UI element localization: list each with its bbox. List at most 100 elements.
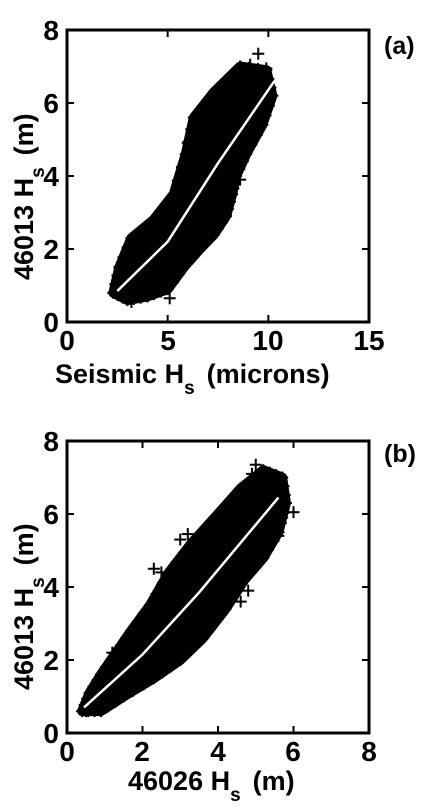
panel-b-edge-marker <box>263 466 276 479</box>
panel-b-outlier-marker <box>106 646 119 659</box>
panel-a-outlier-marker <box>195 213 208 226</box>
panel-a-x-axis-label: Seismic Hs (microns) <box>55 359 330 399</box>
panel-a-edge-marker <box>188 249 201 262</box>
panel-b-edge-marker <box>178 546 191 559</box>
panel-a-edge-marker <box>225 68 238 81</box>
panel-a-outlier-marker <box>205 217 218 230</box>
panel-b-edge-marker <box>250 559 263 572</box>
panel-b-edge-marker <box>156 666 169 679</box>
panel-a-edge-marker <box>154 205 167 218</box>
panel-a-edge-marker <box>259 109 272 122</box>
panel-a-xtick-0: 0 <box>59 325 75 356</box>
panel-a-ylabel-main: 46013 H <box>9 178 39 280</box>
panel-b-edge-marker <box>185 537 198 550</box>
panel-a-edge-marker <box>187 111 200 124</box>
panel-a-edge-marker <box>216 77 229 90</box>
panel-a-edge-marker <box>111 269 124 282</box>
panel-b-edge-marker <box>257 551 270 564</box>
panel-b-tick-marks <box>66 440 370 734</box>
panel-a-edge-marker <box>177 261 190 274</box>
panel-a-edge-marker <box>141 290 154 303</box>
panel-b-outlier-marker <box>234 595 247 608</box>
panel-a-edge-marker <box>154 285 167 298</box>
panel-b-outlier-marker <box>268 489 281 502</box>
panel-b-xtick-6: 6 <box>285 736 301 767</box>
panel-a-outlier-marker <box>234 173 247 186</box>
panel-a-outlier-marker <box>222 188 235 201</box>
panel-a-ytick-2: 2 <box>43 234 59 265</box>
panel-a-outlier-marker <box>236 148 249 161</box>
panel-b-edge-marker <box>83 686 96 699</box>
panel-b-xlabel-sub: s <box>230 785 241 806</box>
panel-a-edge-marker <box>179 148 192 161</box>
panel-b-outlier-marker <box>181 528 194 541</box>
panel-b: 0 2 4 6 8 0 2 4 6 8 46026 Hs (m) 46013 Hs… <box>9 426 416 806</box>
panel-b-edge-marker <box>156 576 169 589</box>
panel-b-edge-marker <box>270 469 283 482</box>
panel-a-edge-marker <box>193 243 206 255</box>
panel-a-edge-marker <box>221 203 234 216</box>
panel-b-edge-marker <box>81 692 94 705</box>
panel-b-outlier-marker <box>219 526 232 539</box>
panel-b-edge-marker <box>165 660 178 673</box>
panel-b-edge-marker <box>150 588 163 601</box>
panel-a-edge-marker <box>172 268 185 281</box>
panel-b-edge-marker <box>212 508 224 520</box>
panel-b-outlier-marker <box>170 650 183 663</box>
panel-a-ytick-6: 6 <box>43 88 59 119</box>
panel-a-label: (a) <box>384 32 415 60</box>
panel-b-outlier-marker <box>276 511 289 524</box>
panel-a-ylabel-unit: (m) <box>9 113 39 155</box>
panel-a-outlier-marker <box>248 115 261 128</box>
panel-b-outlier-marker <box>223 508 236 520</box>
panel-b-edge-marker <box>276 471 289 484</box>
panel-a-edge-marker <box>171 174 184 187</box>
panel-b-fit-line <box>83 496 280 709</box>
panel-a-xtick-10: 10 <box>252 325 283 356</box>
panel-a-ytick-8: 8 <box>43 15 59 46</box>
panel-a-edge-marker <box>262 99 275 112</box>
panel-a-fit-line <box>116 80 276 292</box>
panel-a-edge-marker <box>201 94 214 107</box>
panel-a-edge-marker <box>220 210 233 223</box>
panel-b-ytick-2: 2 <box>43 645 59 676</box>
panel-a-ylabel-sub: s <box>28 167 49 178</box>
panel-b-edge-marker <box>181 646 194 659</box>
panel-a-xtick-5: 5 <box>160 325 176 356</box>
panel-a-outlier-marker <box>139 221 152 234</box>
panel-a-edge-marker <box>161 196 174 209</box>
panel-b-outlier-marker <box>242 584 255 597</box>
panel-a-edge-marker <box>185 123 198 136</box>
panel-a-outlier-marker <box>244 58 257 71</box>
panel-b-edge-marker <box>102 700 115 713</box>
panel-a-edge-marker <box>175 160 188 173</box>
panel-b-edge-marker <box>203 517 216 530</box>
panel-b-outlier-marker <box>98 664 111 677</box>
panel-a-outlier-marker <box>214 199 227 212</box>
panel-a-xlabel-main: Seismic H <box>55 359 184 389</box>
panel-b-outlier-marker <box>155 566 168 579</box>
panel-b-xlabel-main: 46026 H <box>128 766 230 796</box>
panel-a-outlier-marker <box>252 47 265 60</box>
panel-a-edge-marker <box>266 89 279 102</box>
panel-b-edge-marker <box>125 624 138 637</box>
panel-b-label: (b) <box>384 440 416 468</box>
panel-a-edge-marker <box>125 232 138 245</box>
panel-b-outlier-marker <box>234 482 247 495</box>
panel-a-outlier-marker <box>232 159 245 172</box>
panel-b-xlabel-unit: (m) <box>253 766 295 796</box>
panel-b-edge-marker <box>238 573 251 586</box>
panel-b-edge-marker <box>277 480 290 493</box>
panel-a-edge-marker <box>113 261 126 274</box>
panel-b-edge-marker <box>225 593 238 606</box>
panel-a-outlier-marker <box>238 64 251 77</box>
panel-a-outlier-marker <box>147 215 160 228</box>
panel-b-outlier-marker <box>174 533 187 546</box>
panel-b-ylabel-unit: (m) <box>9 523 39 565</box>
panel-a-outlier-marker <box>242 126 255 139</box>
panel-b-outlier-marker <box>147 562 160 575</box>
panel-a-outlier-marker <box>244 137 257 150</box>
panel-b-y-axis-label: 46013 Hs (m) <box>9 523 49 690</box>
panel-b-edge-marker <box>227 490 240 503</box>
panel-b-ytick-8: 8 <box>43 426 59 457</box>
